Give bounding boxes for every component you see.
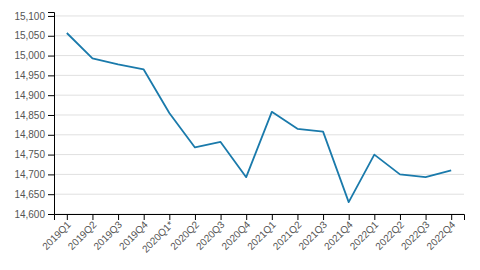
grid-line <box>54 194 464 195</box>
y-tick: 15,050 <box>14 30 54 41</box>
x-tick-mark <box>323 214 324 220</box>
y-tick: 14,700 <box>14 169 54 180</box>
x-tick: 2022Q4 <box>424 214 457 252</box>
y-tick: 15,000 <box>14 50 54 61</box>
y-tick: 14,750 <box>14 149 54 160</box>
x-tick-mark <box>221 214 222 220</box>
chart: 14,600 14,650 14,700 14,750 14,800 14,850 14,9… <box>0 0 480 270</box>
x-tick-mark <box>144 214 145 220</box>
y-tick-label: 15,050 <box>14 30 45 41</box>
y-axis-line <box>48 13 55 215</box>
y-tick-label: 14,700 <box>14 169 45 180</box>
y-tick-mark <box>48 115 54 116</box>
y-tick: 14,600 <box>14 209 54 220</box>
grid-line <box>54 114 464 115</box>
y-tick-label: 15,100 <box>14 11 45 22</box>
y-tick-label: 14,750 <box>14 149 45 160</box>
y-tick-mark <box>48 95 54 96</box>
x-tick-label: 2020Q1* <box>140 219 176 255</box>
x-tick: 2020Q1* <box>140 214 176 255</box>
y-tick: 14,850 <box>14 110 54 121</box>
y-tick: 14,950 <box>14 70 54 81</box>
x-axis: 2019Q12019Q22019Q32019Q42020Q1*2020Q2202… <box>40 214 464 255</box>
x-tick-mark <box>92 214 93 220</box>
x-tick-mark <box>169 214 170 220</box>
x-tick-mark <box>400 214 401 220</box>
y-tick-mark <box>48 135 54 136</box>
grid-line <box>54 35 464 36</box>
y-tick: 15,100 <box>14 11 54 22</box>
y-axis: 14,600 14,650 14,700 14,750 14,800 14,850 14,9… <box>14 11 54 220</box>
y-tick: 14,800 <box>14 129 54 140</box>
x-tick-mark <box>297 214 298 220</box>
x-tick-label: 2022Q4 <box>424 219 457 252</box>
y-tick-mark <box>48 214 54 215</box>
y-tick-label: 14,650 <box>14 189 45 200</box>
y-tick-mark <box>48 16 54 17</box>
grid-line <box>54 134 464 135</box>
y-tick-mark <box>48 155 54 156</box>
y-tick-label: 15,000 <box>14 50 45 61</box>
x-tick-mark <box>349 214 350 220</box>
grid <box>54 16 464 214</box>
grid-line <box>54 154 464 155</box>
line <box>67 33 451 202</box>
x-tick-mark <box>67 214 68 220</box>
x-tick-mark <box>272 214 273 220</box>
x-tick-mark <box>118 214 119 220</box>
y-tick: 14,900 <box>14 90 54 101</box>
grid-line <box>54 55 464 56</box>
y-tick-mark <box>48 56 54 57</box>
plot-area <box>67 33 451 202</box>
y-tick-label: 14,850 <box>14 110 45 121</box>
y-tick-mark <box>48 174 54 175</box>
y-tick-label: 14,800 <box>14 129 45 140</box>
y-tick-mark <box>48 75 54 76</box>
y-tick-mark <box>48 36 54 37</box>
y-tick: 14,650 <box>14 189 54 200</box>
x-tick-mark <box>246 214 247 220</box>
y-tick-label: 14,950 <box>14 70 45 81</box>
x-tick-mark <box>451 214 452 220</box>
x-tick-mark <box>374 214 375 220</box>
x-tick-mark <box>426 214 427 220</box>
y-tick-mark <box>48 194 54 195</box>
y-tick-label: 14,900 <box>14 90 45 101</box>
grid-line <box>54 75 464 76</box>
y-tick-label: 14,600 <box>14 209 45 220</box>
grid-line <box>54 95 464 96</box>
x-tick-mark <box>195 214 196 220</box>
grid-line <box>54 15 464 16</box>
